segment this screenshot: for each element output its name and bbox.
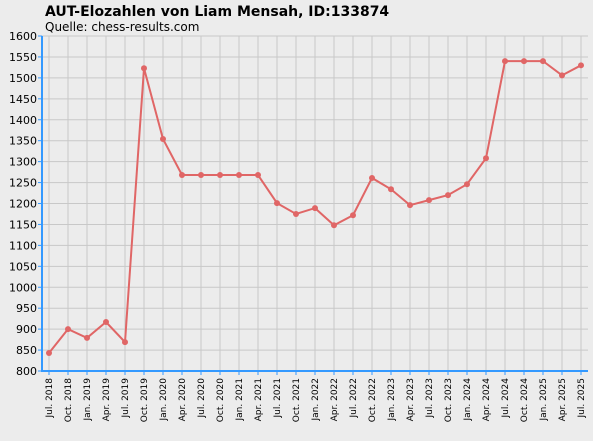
x-tick-label: Jul. 2020 [197, 378, 207, 419]
point [331, 222, 337, 229]
point [559, 72, 565, 79]
x-tick-label: Jan. 2022 [311, 378, 321, 422]
y-tick-label: 1300 [9, 156, 37, 169]
point [578, 62, 584, 69]
y-tick-label: 900 [16, 323, 37, 336]
point [236, 172, 242, 179]
y-tick-label: 1250 [9, 177, 37, 190]
point [160, 136, 166, 143]
y-tick-label: 1000 [9, 281, 37, 294]
y-tick-label: 1150 [9, 218, 37, 231]
x-tick-label: Apr. 2022 [330, 378, 340, 421]
x-tick-label: Apr. 2019 [102, 378, 112, 422]
point [350, 212, 356, 219]
chart-title: AUT-Elozahlen von Liam Mensah, ID:133874 [45, 4, 389, 20]
point [464, 181, 470, 188]
x-tick-label: Apr. 2021 [254, 378, 264, 421]
x-tick-label: Jul. 2022 [349, 378, 359, 419]
point [103, 319, 109, 326]
x-tick-label: Oct. 2022 [368, 378, 378, 422]
point [84, 334, 90, 341]
y-tick-label: 1100 [9, 239, 37, 252]
x-tick-label: Oct. 2021 [292, 378, 302, 422]
point [445, 192, 451, 199]
y-tick-label: 1200 [9, 198, 37, 211]
point [540, 58, 546, 65]
point [312, 205, 318, 212]
point [198, 172, 204, 179]
x-tick-label: Oct. 2023 [444, 378, 454, 422]
x-tick-label: Oct. 2020 [216, 378, 226, 422]
y-tick-label: 1600 [9, 30, 37, 43]
point [426, 197, 432, 204]
x-tick-label: Jan. 2021 [235, 378, 245, 422]
y-tick-label: 1500 [9, 72, 37, 85]
point [521, 58, 527, 65]
y-tick-label: 1050 [9, 260, 37, 273]
x-tick-label: Oct. 2019 [140, 378, 150, 422]
point [179, 172, 185, 179]
point [46, 349, 52, 356]
point [65, 326, 71, 333]
x-tick-label: Oct. 2024 [520, 378, 530, 422]
x-tick-label: Apr. 2023 [406, 378, 416, 421]
x-tick-label: Jan. 2024 [463, 378, 473, 422]
x-tick-label: Jul. 2024 [501, 378, 511, 419]
x-tick-label: Jul. 2025 [577, 378, 587, 419]
point [293, 210, 299, 217]
y-tick-label: 850 [16, 344, 37, 357]
x-tick-label: Jan. 2019 [83, 378, 93, 422]
x-tick-label: Jan. 2023 [387, 378, 397, 422]
y-tick-label: 1400 [9, 114, 37, 127]
x-tick-label: Oct. 2018 [64, 378, 74, 422]
point [407, 202, 413, 209]
point [141, 65, 147, 72]
point [122, 339, 128, 346]
point [388, 186, 394, 193]
point [274, 200, 280, 207]
y-tick-label: 950 [16, 302, 37, 315]
x-tick-label: Jul. 2021 [273, 378, 283, 419]
y-tick-label: 1550 [9, 51, 37, 64]
point [255, 172, 261, 179]
x-tick-label: Apr. 2025 [558, 378, 568, 421]
x-tick-label: Jul. 2018 [45, 378, 55, 419]
x-tick-label: Jul. 2023 [425, 378, 435, 419]
point [502, 58, 508, 65]
point [369, 174, 375, 181]
y-tick-label: 1350 [9, 135, 37, 148]
point [217, 172, 223, 179]
point [483, 155, 489, 162]
chart-subtitle: Quelle: chess-results.com [45, 20, 199, 34]
x-tick-label: Apr. 2024 [482, 378, 492, 422]
y-tick-label: 1450 [9, 93, 37, 106]
x-tick-label: Apr. 2020 [178, 378, 188, 422]
y-tick-label: 800 [16, 365, 37, 378]
x-tick-label: Jul. 2019 [121, 378, 131, 419]
x-tick-label: Jan. 2020 [159, 378, 169, 422]
x-tick-label: Jan. 2025 [539, 378, 549, 422]
